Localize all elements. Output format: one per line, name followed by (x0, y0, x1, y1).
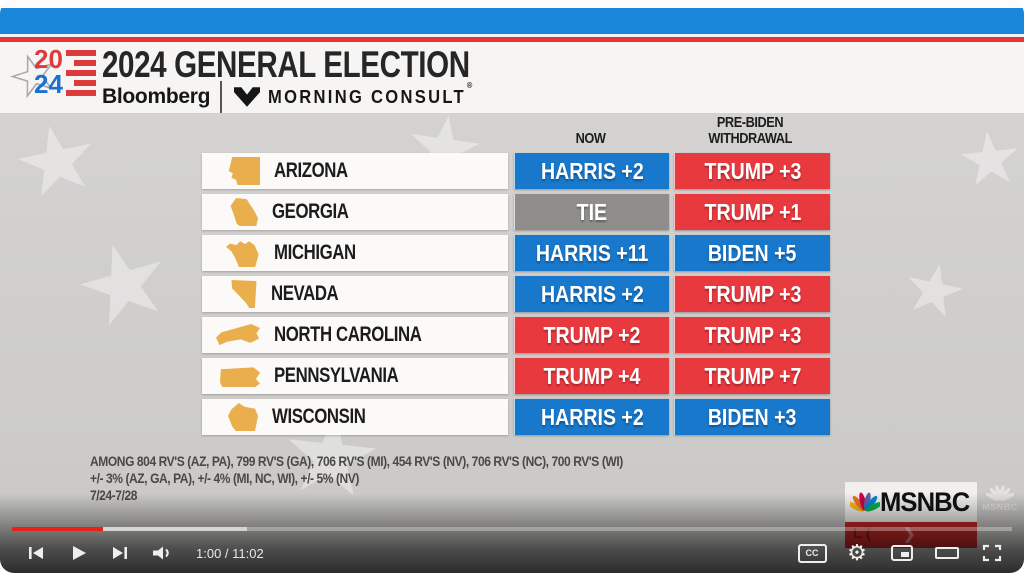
settings-button[interactable]: ⚙ (841, 538, 873, 568)
pre-result-cell: TRUMP +7 (674, 358, 830, 394)
theater-icon (935, 547, 959, 559)
state-cell: NEVADA (202, 276, 508, 312)
volume-button[interactable] (146, 538, 178, 568)
state-cell: GEORGIA (202, 194, 508, 230)
controls-gradient (0, 493, 1024, 573)
now-result-cell: HARRIS +2 (514, 399, 669, 435)
table-row-north-carolina: NORTH CAROLINA TRUMP +2 TRUMP +3 (202, 317, 830, 353)
nevada-map-icon (231, 280, 257, 308)
logo-year: 20 24 (34, 44, 63, 99)
pre-result-cell: TRUMP +1 (674, 194, 830, 230)
progress-buffered (12, 527, 247, 531)
feed-divider-line (0, 34, 1024, 37)
now-result-cell: TIE (514, 194, 669, 230)
subtitles-button[interactable]: CC (796, 538, 828, 568)
feed-top-margin (0, 0, 1024, 8)
bloomberg-logo: Bloomberg (102, 85, 211, 108)
election-2024-logo: 20 24 (10, 45, 102, 107)
pennsylvania-map-icon (220, 367, 260, 388)
sponsor-row: Bloomberg MORNING CONSULT® (102, 80, 492, 113)
poll-table: ARIZONA HARRIS +2 TRUMP +3 GEORGIA TIE T… (202, 153, 830, 440)
next-button[interactable] (104, 538, 136, 568)
player-control-bar: 1:00 / 11:02 CC ⚙ (0, 538, 1024, 568)
registered-mark: ® (467, 80, 475, 90)
table-row-wisconsin: WISCONSIN HARRIS +2 BIDEN +3 (202, 399, 830, 435)
table-row-nevada: NEVADA HARRIS +2 TRUMP +3 (202, 276, 830, 312)
pre-result-cell: TRUMP +3 (674, 276, 830, 312)
broadcast-header: 20 24 2024 GENERAL ELECTION Bloomberg MO… (0, 42, 1024, 113)
theater-mode-button[interactable] (931, 538, 963, 568)
state-cell: WISCONSIN (202, 399, 508, 435)
michigan-map-icon (226, 241, 259, 267)
progress-played (12, 527, 103, 531)
table-row-pennsylvania: PENNSYLVANIA TRUMP +4 TRUMP +7 (202, 358, 830, 394)
now-result-cell: HARRIS +11 (514, 235, 669, 271)
arizona-map-icon (228, 157, 260, 185)
state-cell: PENNSYLVANIA (202, 358, 508, 394)
state-cell: NORTH CAROLINA (202, 317, 508, 353)
methodology-footnote: AMONG 804 RV'S (AZ, PA), 799 RV'S (GA), … (90, 453, 623, 503)
table-row-arizona: ARIZONA HARRIS +2 TRUMP +3 (202, 153, 830, 189)
flag-stripes-icon (66, 50, 96, 96)
miniplayer-icon (891, 545, 913, 561)
now-result-cell: HARRIS +2 (514, 276, 669, 312)
north-carolina-map-icon (216, 324, 260, 346)
fullscreen-button[interactable] (976, 538, 1008, 568)
column-header-now: NOW (576, 130, 606, 147)
georgia-map-icon (230, 198, 258, 226)
gear-icon: ⚙ (847, 540, 867, 565)
cc-icon: CC (797, 543, 827, 563)
wisconsin-map-icon (228, 403, 258, 431)
pre-result-cell: BIDEN +5 (674, 235, 830, 271)
pre-result-cell: BIDEN +3 (674, 399, 830, 435)
play-button[interactable] (62, 538, 94, 568)
volume-icon (153, 546, 169, 560)
morning-consult-logo-text: MORNING CONSULT® (268, 80, 475, 107)
now-result-cell: HARRIS +2 (514, 153, 669, 189)
feed-blue-banner (0, 8, 1024, 34)
state-cell: ARIZONA (202, 153, 508, 189)
pre-result-cell: TRUMP +3 (674, 153, 830, 189)
table-row-michigan: MICHIGAN HARRIS +11 BIDEN +5 (202, 235, 830, 271)
now-result-cell: TRUMP +4 (514, 358, 669, 394)
previous-icon (29, 547, 43, 559)
now-result-cell: TRUMP +2 (514, 317, 669, 353)
pre-result-cell: TRUMP +3 (674, 317, 830, 353)
next-icon (113, 547, 127, 559)
background-star (70, 232, 178, 337)
feed-red-stripe (0, 37, 1024, 42)
morning-consult-logo-icon (234, 87, 261, 107)
state-cell: MICHIGAN (202, 235, 508, 271)
fullscreen-icon (982, 544, 1002, 562)
progress-bar[interactable] (12, 527, 1012, 531)
column-header-pre-biden: PRE-BIDEN WITHDRAWAL (708, 114, 793, 147)
divider (220, 81, 223, 113)
background-star (957, 128, 1023, 192)
previous-button[interactable] (20, 538, 52, 568)
background-star (11, 118, 103, 207)
background-star (900, 258, 968, 325)
time-display: 1:00 / 11:02 (196, 545, 264, 561)
play-icon (73, 546, 86, 560)
page-title: 2024 GENERAL ELECTION (102, 44, 470, 85)
miniplayer-button[interactable] (886, 538, 918, 568)
table-row-georgia: GEORGIA TIE TRUMP +1 (202, 194, 830, 230)
